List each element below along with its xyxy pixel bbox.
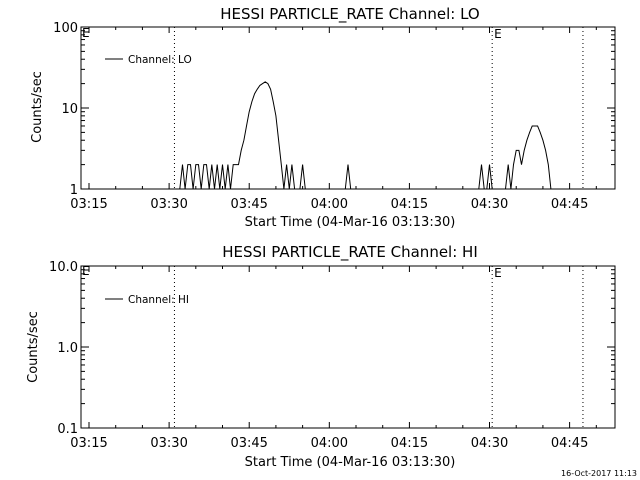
x-tick-label: 03:30 bbox=[150, 197, 187, 212]
x-axis-label: Start Time (04-Mar-16 03:13:30) bbox=[245, 215, 456, 230]
legend-label: Channel: LO bbox=[128, 54, 192, 66]
y-tick-label: 1 bbox=[70, 183, 78, 198]
y-tick-label: 10.0 bbox=[49, 260, 78, 275]
x-tick-label: 03:15 bbox=[70, 197, 107, 212]
y-tick-label: 100 bbox=[53, 21, 78, 36]
plot-frame bbox=[80, 265, 616, 429]
x-tick-label: 04:15 bbox=[391, 436, 428, 451]
x-tick-label: 04:15 bbox=[391, 197, 428, 212]
x-tick-label: 04:30 bbox=[471, 436, 508, 451]
panel-channel-lo: HESSI PARTICLE_RATE Channel: LO Start Ti… bbox=[30, 5, 616, 230]
x-tick-label: 04:00 bbox=[311, 436, 348, 451]
time-marker-label: E bbox=[494, 266, 502, 280]
time-marker-label: E bbox=[494, 27, 502, 41]
y-tick-label: 0.1 bbox=[57, 422, 78, 437]
series-line bbox=[177, 81, 552, 190]
x-tick-label: 04:45 bbox=[551, 436, 588, 451]
x-tick-label: 03:45 bbox=[230, 197, 267, 212]
panel-channel-hi: HESSI PARTICLE_RATE Channel: HI Start Ti… bbox=[26, 243, 616, 470]
x-tick-label: 03:30 bbox=[150, 436, 187, 451]
y-axis-label: Counts/sec bbox=[26, 311, 41, 383]
chart-title: HESSI PARTICLE_RATE Channel: HI bbox=[222, 243, 478, 262]
y-tick-label: 1.0 bbox=[57, 341, 78, 356]
x-tick-label: 03:45 bbox=[230, 436, 267, 451]
y-axis-label: Counts/sec bbox=[30, 71, 45, 143]
x-tick-label: 04:00 bbox=[311, 197, 348, 212]
footer-timestamp: 16-Oct-2017 11:13 bbox=[561, 469, 637, 478]
x-axis-label: Start Time (04-Mar-16 03:13:30) bbox=[245, 455, 456, 470]
corner-mark: E bbox=[82, 26, 90, 40]
corner-mark: E bbox=[82, 264, 90, 278]
y-tick-label: 10 bbox=[61, 102, 78, 117]
x-tick-label: 04:45 bbox=[551, 197, 588, 212]
chart-title: HESSI PARTICLE_RATE Channel: LO bbox=[220, 5, 479, 24]
x-tick-label: 04:30 bbox=[471, 197, 508, 212]
x-tick-label: 03:15 bbox=[70, 436, 107, 451]
legend-label: Channel: HI bbox=[128, 294, 189, 306]
